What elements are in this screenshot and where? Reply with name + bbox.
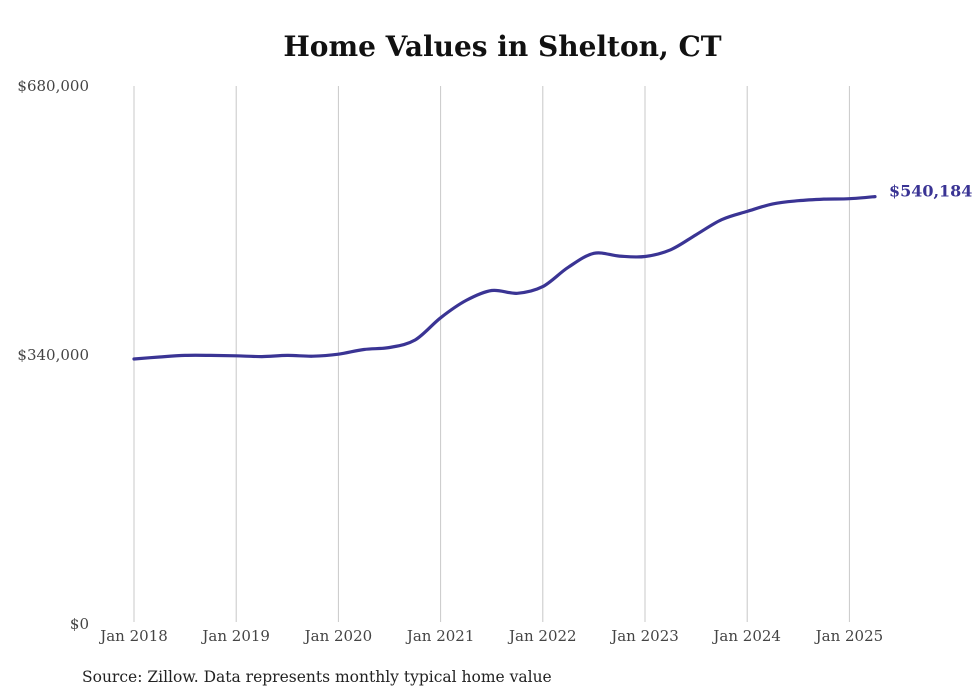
x-tick-label: Jan 2021	[405, 627, 475, 645]
x-tick-label: Jan 2022	[507, 627, 577, 645]
source-note: Source: Zillow. Data represents monthly …	[82, 668, 552, 686]
home-value-line	[132, 195, 877, 361]
x-axis-tick-labels: Jan 2018 Jan 2019 Jan 2020 Jan 2021 Jan 2022…	[98, 627, 883, 645]
vertical-gridlines	[133, 86, 850, 622]
x-tick-label: Jan 2018	[98, 627, 168, 645]
x-tick-label: Jan 2020	[303, 627, 373, 645]
x-tick-label: Jan 2025	[814, 627, 884, 645]
x-tick-label: Jan 2024	[711, 627, 781, 645]
x-tick-label: Jan 2019	[200, 627, 270, 645]
y-tick-label: $340,000	[17, 346, 89, 364]
y-tick-label: $0	[70, 615, 89, 633]
y-axis-tick-labels: $0 $340,000 $680,000	[17, 77, 89, 633]
y-tick-label: $680,000	[17, 77, 89, 95]
x-tick-label: Jan 2023	[609, 627, 679, 645]
latest-value-label: $540,184	[889, 182, 973, 201]
chart-title: Home Values in Shelton, CT	[283, 30, 722, 63]
